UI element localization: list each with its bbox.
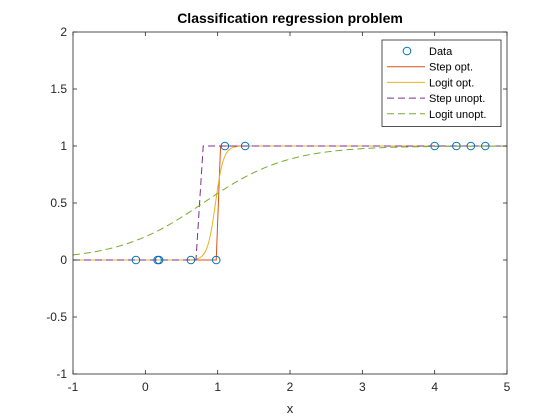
data-point (154, 255, 164, 265)
x-tick-label: 5 (504, 380, 511, 394)
x-axis-label: x (287, 401, 294, 416)
x-tick-label: 2 (287, 380, 294, 394)
legend-item: Data (402, 46, 453, 58)
x-tick-label: 0 (142, 380, 149, 394)
series-layer (72, 145, 507, 261)
x-tick-label: 1 (214, 380, 221, 394)
legend-item: Step opt. (387, 62, 473, 74)
legend-item: Step unopt. (387, 93, 485, 105)
legend-label: Logit opt. (429, 77, 474, 89)
data-point (481, 141, 490, 151)
legend: Data Step opt. Logit opt. Step unopt. Logit … (381, 39, 502, 127)
data-point (430, 141, 439, 151)
legend-marker (402, 46, 412, 56)
legend-label: Step unopt. (429, 93, 485, 105)
marker-layer (131, 141, 490, 265)
legend-item: Logit opt. (387, 77, 474, 89)
y-tick-label: 2 (60, 25, 67, 39)
x-tick-label: 3 (359, 380, 366, 394)
series-line-logit-opt (73, 145, 507, 261)
x-tick-label: 4 (431, 380, 438, 394)
chart-title: Classification regression problem (177, 10, 403, 26)
legend-item: Logit unopt. (387, 109, 487, 121)
y-tick-label: -0.5 (46, 310, 67, 324)
data-point (240, 141, 250, 151)
y-tick-label: 1 (60, 139, 67, 153)
y-tick-label: 0.5 (50, 196, 67, 210)
legend-label: Step opt. (429, 62, 473, 74)
data-point (452, 141, 461, 151)
data-point (211, 255, 221, 265)
y-tick-label: 0 (60, 253, 67, 267)
data-point (186, 255, 196, 265)
x-tick-label: -1 (68, 380, 79, 394)
series-line-step-unopt (73, 145, 507, 261)
legend-label: Data (429, 46, 453, 58)
data-point (131, 255, 141, 265)
series-line-step-opt (73, 145, 507, 261)
data-point (466, 141, 476, 151)
y-tick-label: 1.5 (50, 82, 67, 96)
y-tick-label: -1 (56, 367, 67, 381)
data-point (220, 141, 230, 151)
tick-layer: -1 0 1 2 3 4 5 -1 -0.5 0 0.5 1 1.5 2 (46, 25, 510, 394)
legend-box (381, 39, 502, 127)
legend-label: Logit unopt. (429, 109, 487, 121)
series-line-logit-unopt (72, 145, 507, 256)
